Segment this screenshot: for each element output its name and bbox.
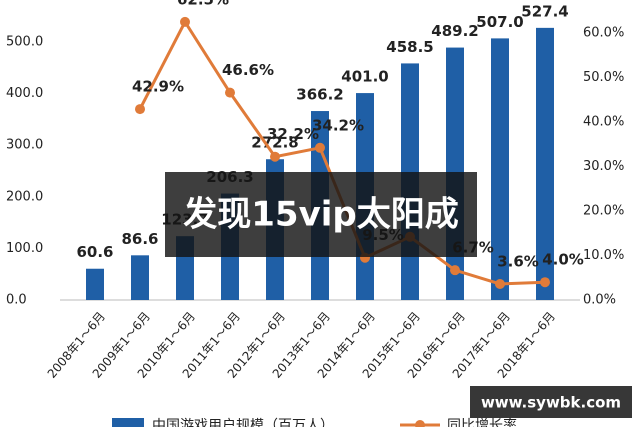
value-label: 32.2% — [267, 125, 319, 143]
legend-swatch — [112, 418, 144, 427]
watermark-box — [470, 386, 632, 418]
line-point — [540, 277, 550, 288]
y-tick-label: 100.0 — [6, 241, 43, 256]
overlay-text: 发现15vip太阳成 — [183, 195, 458, 235]
value-label: 42.9% — [132, 78, 184, 96]
value-label: 86.6 — [121, 230, 158, 248]
y2-tick-label: 50.0% — [583, 70, 624, 85]
line-point — [450, 265, 460, 276]
line-point — [225, 87, 235, 98]
line-point — [135, 104, 145, 115]
y-tick-label: 300.0 — [6, 138, 43, 153]
value-label: 62.5% — [177, 0, 229, 8]
bar — [86, 268, 104, 300]
y-tick-label: 200.0 — [6, 189, 43, 204]
legend-label: 中国游戏用户规模（百万人） — [152, 417, 334, 427]
y2-tick-label: 60.0% — [583, 26, 624, 41]
y2-tick-label: 10.0% — [583, 248, 624, 263]
legend-swatch — [415, 420, 425, 427]
y-tick-label: 400.0 — [6, 86, 43, 101]
value-label: 4.0% — [542, 251, 584, 269]
value-label: 458.5 — [386, 38, 433, 56]
value-label: 60.6 — [76, 243, 113, 261]
value-label: 527.4 — [521, 2, 568, 20]
y2-tick-label: 0.0% — [583, 293, 616, 308]
y2-tick-label: 20.0% — [583, 204, 624, 219]
line-point — [495, 278, 505, 289]
y2-tick-label: 30.0% — [583, 159, 624, 174]
y2-tick-label: 40.0% — [583, 115, 624, 130]
line-point — [315, 142, 325, 153]
y-tick-label: 500.0 — [6, 35, 43, 50]
value-label: 46.6% — [222, 61, 274, 79]
bar — [536, 27, 554, 300]
watermark: www.sywbk.com — [481, 394, 621, 412]
legend-label: 同比增长率 — [447, 417, 517, 427]
value-label: 3.6% — [497, 252, 539, 270]
value-label: 401.0 — [341, 68, 388, 86]
value-label: 489.2 — [431, 22, 478, 40]
line-point — [180, 16, 190, 27]
y-tick-label: 0.0 — [6, 293, 27, 308]
bar — [131, 255, 149, 300]
line-point — [270, 151, 280, 162]
overlay-box — [165, 172, 477, 257]
value-label: 34.2% — [312, 116, 364, 134]
value-label: 366.2 — [296, 86, 343, 104]
bar — [491, 38, 509, 300]
value-label: 507.0 — [476, 13, 523, 31]
